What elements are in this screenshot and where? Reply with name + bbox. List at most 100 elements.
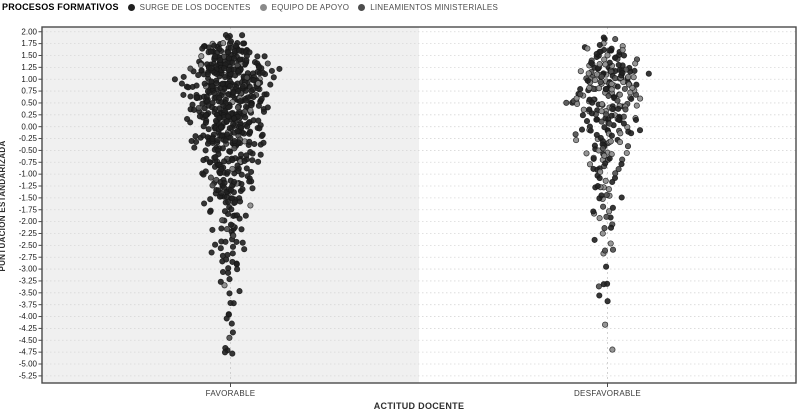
- data-point: [611, 54, 619, 61]
- data-point: [206, 159, 213, 166]
- data-point: [202, 147, 209, 154]
- y-tick-label: -4.50: [19, 336, 38, 345]
- data-point: [200, 171, 207, 178]
- data-point: [607, 224, 615, 231]
- data-point: [255, 80, 262, 87]
- legend-item-label: SURGE DE LOS DOCENTES: [139, 2, 251, 12]
- data-point: [191, 144, 198, 151]
- data-point: [590, 155, 597, 162]
- data-point: [227, 186, 235, 194]
- data-point: [209, 83, 216, 90]
- data-point: [255, 158, 262, 165]
- legend-item-surge: SURGE DE LOS DOCENTES: [127, 2, 251, 12]
- data-point: [632, 60, 639, 67]
- y-tick-label: -4.25: [19, 324, 38, 333]
- data-point: [226, 334, 233, 341]
- data-point: [230, 89, 237, 96]
- data-point: [615, 61, 622, 68]
- data-point: [201, 80, 208, 87]
- data-point: [226, 83, 234, 90]
- data-point: [264, 104, 271, 111]
- data-point: [230, 66, 237, 73]
- data-point: [243, 152, 250, 159]
- data-point: [219, 217, 226, 224]
- data-point: [222, 137, 229, 144]
- data-point: [603, 213, 610, 220]
- y-tick-label: -2.25: [19, 229, 38, 238]
- data-point: [573, 137, 580, 144]
- data-point: [612, 170, 619, 177]
- legend-title: PROCESOS FORMATIVOS: [2, 2, 119, 12]
- data-point: [236, 288, 243, 295]
- data-point: [610, 106, 617, 113]
- y-tick-label: -4.75: [19, 348, 38, 357]
- data-point: [200, 157, 207, 164]
- data-point: [227, 299, 234, 307]
- data-point: [218, 225, 225, 232]
- data-point: [601, 152, 608, 159]
- data-point: [246, 138, 253, 145]
- data-point: [577, 86, 584, 93]
- legend-item-label: EQUIPO DE APOYO: [271, 2, 350, 12]
- data-point: [196, 113, 203, 120]
- data-point: [223, 315, 230, 322]
- y-tick-label: 2.00: [21, 27, 37, 36]
- data-point: [211, 42, 218, 49]
- data-point: [584, 77, 591, 84]
- data-point: [178, 80, 185, 87]
- y-tick-label: -4.00: [19, 312, 38, 321]
- data-point: [216, 94, 223, 101]
- data-point: [590, 208, 597, 215]
- data-point: [255, 64, 263, 71]
- x-category-label: FAVORABLE: [206, 389, 256, 398]
- data-point: [276, 65, 283, 72]
- data-point: [607, 138, 614, 145]
- data-point: [591, 236, 598, 243]
- data-point: [229, 350, 236, 357]
- series-dot-icon: [358, 3, 366, 11]
- data-point: [239, 83, 246, 90]
- data-point: [605, 186, 612, 193]
- data-point: [572, 131, 579, 138]
- data-point: [632, 116, 640, 123]
- data-point: [217, 245, 224, 252]
- data-point: [221, 282, 228, 289]
- data-point: [605, 92, 612, 99]
- data-point: [606, 155, 613, 162]
- data-point: [240, 40, 247, 47]
- data-point: [608, 80, 615, 88]
- data-point: [593, 116, 600, 123]
- data-point: [208, 65, 215, 72]
- data-point: [585, 70, 592, 77]
- data-point: [602, 61, 609, 68]
- data-point: [247, 128, 254, 135]
- legend-item-label: LINEAMIENTOS MINISTERIALES: [370, 2, 498, 12]
- data-point: [255, 117, 262, 124]
- data-point: [228, 320, 235, 327]
- data-point: [219, 268, 227, 276]
- data-point: [201, 200, 208, 207]
- y-tick-label: -3.50: [19, 288, 38, 297]
- data-point: [209, 182, 216, 189]
- data-point: [195, 72, 202, 79]
- data-point: [254, 53, 261, 60]
- data-point: [238, 226, 245, 233]
- data-point: [596, 292, 603, 299]
- data-point: [645, 70, 652, 77]
- data-point: [237, 198, 244, 205]
- data-point: [631, 67, 638, 74]
- data-point: [202, 111, 210, 119]
- data-point: [224, 34, 231, 41]
- data-point: [596, 215, 603, 222]
- data-point: [237, 97, 244, 105]
- y-tick-label: -0.50: [19, 146, 38, 155]
- data-point: [609, 204, 616, 211]
- data-point: [212, 53, 219, 60]
- data-point: [195, 104, 202, 111]
- data-point: [247, 148, 254, 156]
- data-point: [239, 186, 246, 193]
- data-point: [627, 89, 634, 96]
- data-point: [184, 115, 191, 123]
- data-point: [588, 110, 595, 117]
- data-point: [188, 137, 195, 145]
